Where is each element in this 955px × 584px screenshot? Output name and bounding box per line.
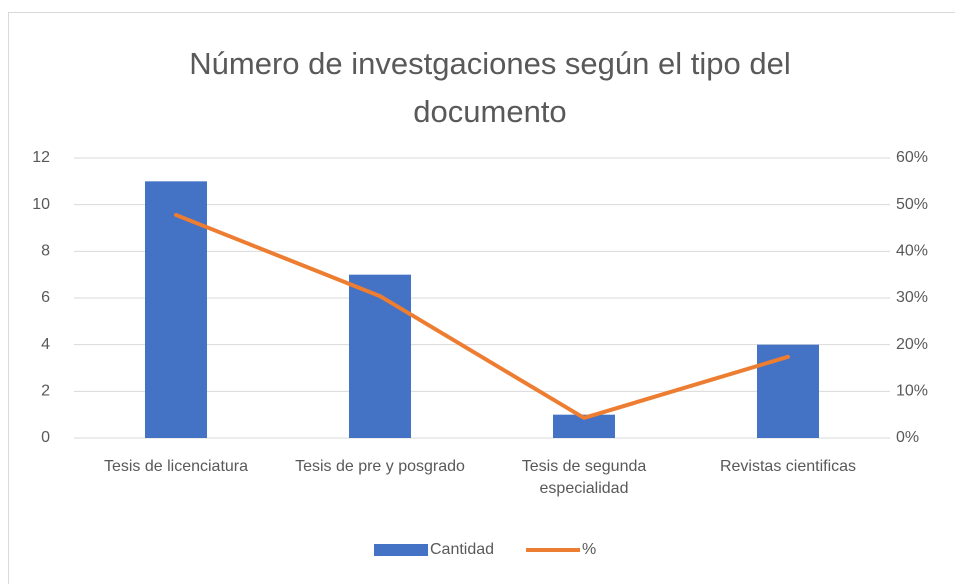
y-tick-label: 6 (41, 289, 50, 306)
y-tick-label: 8 (41, 243, 50, 260)
y2-tick-label: 40% (896, 243, 928, 260)
x-tick-label: Tesis de licenciatura (103, 458, 249, 475)
chart-title: Número de investgaciones según el tipo d… (189, 46, 791, 129)
bar (553, 414, 615, 438)
line (174, 212, 790, 420)
x-tick-label: Tesis de segunda especialidad (521, 458, 647, 497)
legend-label: Cantidad (430, 541, 494, 558)
y2-tick-label: 10% (896, 383, 928, 400)
bar (145, 181, 207, 439)
chart-border (8, 12, 955, 584)
legend-label: % (582, 541, 596, 558)
y2-tick-label: 0% (896, 429, 919, 446)
y-tick-label: 0 (41, 429, 50, 446)
x-tick-label: Tesis de pre y posgrado (295, 458, 465, 475)
y-tick-label: 2 (41, 383, 50, 400)
y2-tick-label: 30% (896, 289, 928, 306)
legend-swatch (374, 544, 428, 556)
y2-tick-label: 20% (896, 336, 928, 353)
y-tick-label: 12 (32, 149, 50, 166)
y-tick-label: 10 (32, 196, 50, 213)
y2-tick-label: 60% (896, 149, 928, 166)
y-tick-label: 4 (41, 336, 50, 353)
bar (757, 344, 819, 438)
bar (349, 274, 411, 438)
x-tick-label: Revistas cientificas (719, 458, 857, 475)
y2-tick-label: 50% (896, 196, 928, 213)
